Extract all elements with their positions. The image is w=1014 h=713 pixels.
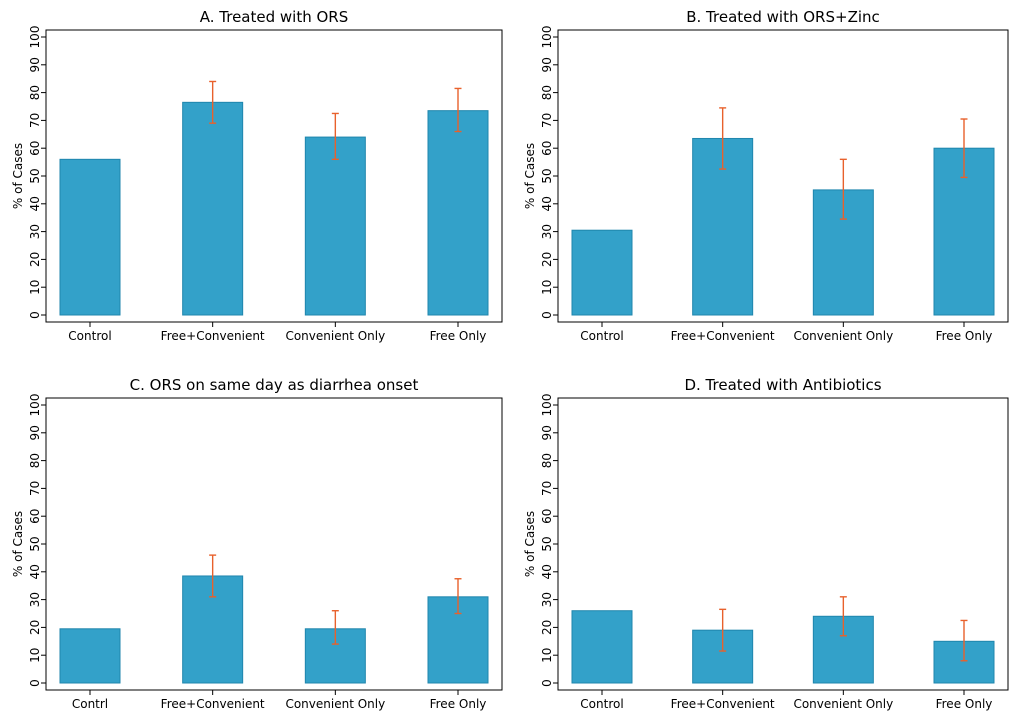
y-tick-label: 20	[540, 252, 554, 267]
x-tick-label: Convenient Only	[285, 697, 385, 711]
y-tick-label: 100	[540, 394, 554, 417]
plot-area	[45, 397, 503, 691]
bar-control	[571, 229, 633, 316]
error-bar	[454, 578, 462, 615]
y-tick-label: 30	[28, 224, 42, 239]
y-tick-label: 10	[28, 648, 42, 663]
y-tick-label: 70	[540, 113, 554, 128]
x-tick-label: Control	[580, 697, 623, 711]
error-bar	[960, 619, 968, 662]
y-axis-label: % of Cases	[523, 143, 537, 209]
error-bar	[331, 610, 339, 645]
error-bar	[209, 80, 217, 124]
y-tick-label: 10	[540, 648, 554, 663]
y-tick-label: 60	[540, 509, 554, 524]
y-tick-label: 70	[28, 481, 42, 496]
error-bar	[960, 118, 968, 179]
y-tick-label: 70	[540, 481, 554, 496]
y-tick-label: 40	[540, 564, 554, 579]
chart-panel-d: D. Treated with Antibiotics % of Cases 0 10…	[523, 376, 1009, 711]
y-tick-label: 100	[28, 394, 42, 417]
chart-panel-b: B. Treated with ORS+Zinc % of Cases 0 10 20 3…	[523, 8, 1009, 343]
y-tick-label: 30	[28, 592, 42, 607]
error-bar	[719, 107, 727, 170]
bar-free-only	[427, 110, 489, 316]
bar-free-convenient	[182, 101, 244, 316]
bar-contrl	[59, 628, 121, 684]
y-tick-label: 40	[28, 196, 42, 211]
y-tick-label: 50	[28, 536, 42, 551]
y-tick-label: 0	[540, 679, 554, 687]
chart-title: D. Treated with Antibiotics	[684, 376, 881, 394]
y-tick-label: 0	[28, 311, 42, 319]
chart-panel-c: C. ORS on same day as diarrhea onset % of…	[11, 376, 503, 711]
error-bar	[454, 87, 462, 133]
y-tick-label: 30	[540, 592, 554, 607]
y-tick-label: 80	[540, 453, 554, 468]
y-tick-label: 20	[28, 620, 42, 635]
x-tick-label: Free Only	[936, 697, 993, 711]
chart-title: B. Treated with ORS+Zinc	[686, 8, 880, 26]
y-tick-label: 90	[28, 57, 42, 72]
y-tick-label: 10	[28, 280, 42, 295]
x-tick-label: Free+Convenient	[671, 697, 775, 711]
x-tick-label: Convenient Only	[793, 329, 893, 343]
x-tick-label: Free Only	[430, 697, 487, 711]
error-bar	[839, 158, 847, 220]
error-bar	[209, 554, 217, 598]
y-tick-label: 40	[28, 564, 42, 579]
y-tick-label: 80	[28, 85, 42, 100]
y-tick-label: 40	[540, 196, 554, 211]
y-tick-label: 60	[28, 141, 42, 156]
y-tick-label: 90	[540, 425, 554, 440]
y-tick-label: 50	[540, 536, 554, 551]
x-tick-label: Free+Convenient	[161, 697, 265, 711]
x-tick-label: Free+Convenient	[671, 329, 775, 343]
y-tick-label: 100	[540, 26, 554, 49]
y-tick-label: 80	[28, 453, 42, 468]
bar-convenient-only	[304, 136, 366, 316]
y-tick-label: 70	[28, 113, 42, 128]
chart-title: C. ORS on same day as diarrhea onset	[130, 376, 419, 394]
y-tick-label: 50	[540, 168, 554, 183]
error-bar	[839, 596, 847, 637]
y-tick-label: 80	[540, 85, 554, 100]
x-tick-label: Control	[580, 329, 623, 343]
error-bar	[719, 608, 727, 652]
bar-control	[59, 158, 121, 316]
y-axis-label: % of Cases	[11, 511, 25, 577]
x-tick-label: Convenient Only	[793, 697, 893, 711]
y-tick-label: 60	[540, 141, 554, 156]
y-tick-label: 20	[540, 620, 554, 635]
y-tick-label: 90	[28, 425, 42, 440]
plot-area	[557, 397, 1009, 691]
y-axis-label: % of Cases	[11, 143, 25, 209]
chart-title: A. Treated with ORS	[200, 8, 349, 26]
error-bar	[331, 112, 339, 161]
plot-area	[45, 29, 503, 323]
x-tick-label: Free Only	[936, 329, 993, 343]
chart-panel-a: A. Treated with ORS % of Cases 0 10 20 30 40 50…	[11, 8, 503, 343]
y-tick-label: 20	[28, 252, 42, 267]
y-tick-label: 0	[540, 311, 554, 319]
y-tick-label: 100	[28, 26, 42, 49]
y-tick-label: 0	[28, 679, 42, 687]
bar-control	[571, 610, 633, 684]
x-tick-label: Free+Convenient	[161, 329, 265, 343]
y-tick-label: 10	[540, 280, 554, 295]
y-tick-label: 90	[540, 57, 554, 72]
x-tick-label: Contrl	[72, 697, 108, 711]
y-tick-label: 60	[28, 509, 42, 524]
y-tick-label: 50	[28, 168, 42, 183]
x-tick-label: Control	[68, 329, 111, 343]
y-axis-label: % of Cases	[523, 511, 537, 577]
y-tick-label: 30	[540, 224, 554, 239]
plot-area	[557, 29, 1009, 323]
x-tick-label: Free Only	[430, 329, 487, 343]
x-tick-label: Convenient Only	[285, 329, 385, 343]
